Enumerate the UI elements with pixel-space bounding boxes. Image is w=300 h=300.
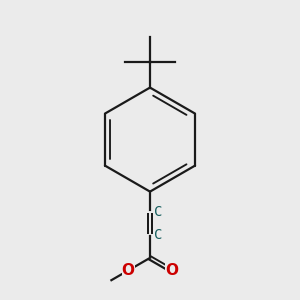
Text: O: O xyxy=(165,263,178,278)
Text: C: C xyxy=(154,206,162,219)
Text: C: C xyxy=(154,228,162,242)
Text: O: O xyxy=(122,263,135,278)
